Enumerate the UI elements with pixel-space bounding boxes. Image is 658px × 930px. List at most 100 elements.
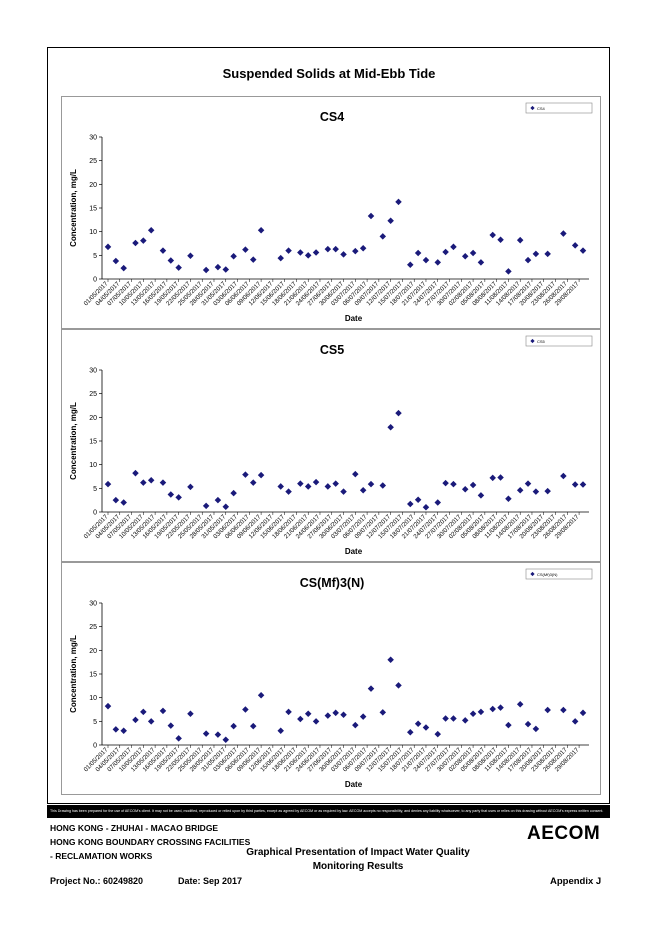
data-point [560,706,567,714]
data-point [332,709,339,717]
data-point [461,486,469,493]
legend-box [525,335,593,347]
data-point [249,722,257,730]
data-point [277,727,284,735]
data-point [379,233,387,240]
chart-svg: CS5CS505101520253001/05/201704/05/201707… [69,335,593,556]
data-point [544,487,551,495]
y-tick-label: 15 [89,206,97,213]
legend-label: CS5 [537,339,546,344]
data-point [187,483,194,491]
data-point [202,730,210,737]
data-point [461,253,469,260]
data-point [257,471,265,479]
data-point [442,248,449,256]
y-tick-label: 0 [93,743,97,750]
data-point [332,245,339,253]
data-point [579,481,587,488]
data-point [414,249,422,257]
data-point [120,727,127,735]
y-axis-label: Concentration, mg/L [69,169,78,247]
data-point [505,721,512,729]
y-tick-label: 10 [89,462,97,469]
data-point [249,256,257,263]
disclaimer-bar: This Drawing has been prepared for the u… [47,805,610,818]
data-point [352,721,359,729]
data-point [461,717,469,724]
data-point [312,249,320,256]
data-point [222,266,230,273]
data-point [571,718,579,725]
data-point [304,710,312,718]
data-point [214,263,222,271]
data-point [422,256,430,264]
data-point [285,708,292,716]
data-point [442,479,449,487]
data-point [230,722,237,730]
data-point [489,705,496,713]
legend-label: CS4 [537,106,546,111]
data-point [434,499,442,506]
data-point [497,236,504,243]
data-point [120,499,127,506]
chart-title: CS5 [320,343,344,357]
data-point [202,266,210,274]
data-point [242,246,249,253]
data-point [242,706,249,713]
x-axis-label: Date [345,547,363,556]
data-point [359,486,367,494]
y-axis-label: Concentration, mg/L [69,402,78,480]
data-point [414,496,422,503]
data-point [497,474,504,481]
data-point [285,488,292,495]
data-point [230,253,237,260]
data-point [505,495,512,502]
chart-legend: CS4 [525,102,593,114]
y-tick-label: 20 [89,182,97,189]
data-point [202,502,210,510]
data-point [407,728,414,736]
y-tick-label: 5 [93,486,97,493]
data-point [367,480,375,488]
y-tick-label: 5 [93,719,97,726]
data-point [395,198,402,206]
data-point [434,730,442,738]
data-point [324,483,332,490]
data-point [352,470,359,478]
data-point [214,496,222,504]
data-point [414,720,422,727]
data-point [242,471,249,478]
main-title: Suspended Solids at Mid-Ebb Tide [222,66,436,81]
data-point [297,715,304,723]
project-name-line-3: - RECLAMATION WORKS [50,851,153,861]
chart-panel-csmf3n: CS(Mf)3(N) CS(Mf)3(N) 0 5 10 15 20 25 30 01/05/20… [61,562,601,795]
data-point [285,247,292,254]
data-point [469,249,477,257]
data-point [159,707,167,715]
y-tick-label: 25 [89,624,97,631]
chart-legend: CS(Mf)3(N) [525,568,593,580]
y-tick-label: 10 [89,229,97,236]
data-point [489,231,496,239]
data-point [159,479,167,486]
y-tick-label: 20 [89,648,97,655]
data-point [104,702,112,710]
y-tick-label: 30 [89,135,97,142]
data-point [422,504,430,511]
data-point [175,494,182,501]
data-point [450,480,457,488]
data-point [359,244,367,252]
chart-title: CS(Mf)3(N) [300,576,365,590]
data-point [571,242,579,249]
data-point [477,492,485,499]
data-point [524,256,532,264]
drawing-title-line-2: Monitoring Results [312,861,404,872]
data-point [532,250,540,258]
y-tick-label: 0 [93,510,97,517]
data-point [571,481,579,488]
data-point [544,706,551,714]
data-point [167,491,175,498]
legend-label: CS(Mf)3(N) [537,572,558,577]
data-point [560,230,567,237]
data-point [340,251,347,258]
